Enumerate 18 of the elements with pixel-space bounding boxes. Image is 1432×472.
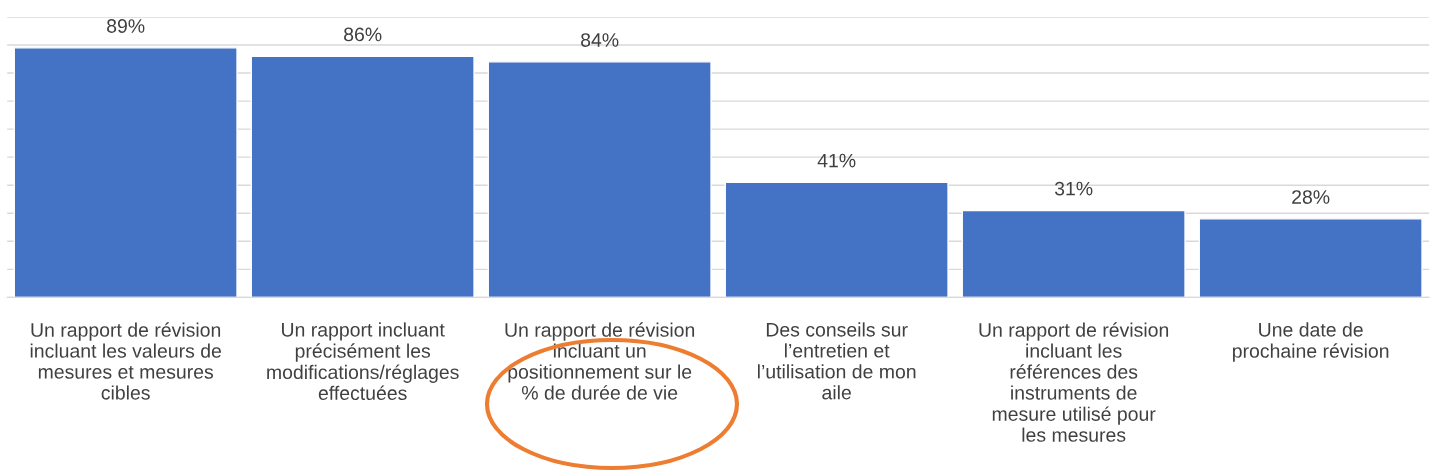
data-label: 41% — [817, 153, 856, 168]
data-label: 89% — [107, 19, 145, 33]
data-label: 28% — [1292, 190, 1330, 204]
x-tick-label: Des conseils sur l’entretien et l’utilisation de mon aile — [757, 322, 916, 400]
data-label: 86% — [344, 27, 382, 42]
bar — [13, 47, 238, 298]
bar — [961, 209, 1186, 298]
data-label: 31% — [1054, 181, 1093, 196]
bar — [250, 55, 475, 298]
x-tick-label: Un rapport de révision incluant un positionnement sur le % de durée de vie — [505, 322, 695, 400]
bar — [724, 181, 949, 298]
data-label: 84% — [581, 33, 619, 47]
x-tick-label: Un rapport de révision incluant les valeurs de mesures et mesures cibles — [30, 322, 221, 400]
bar — [1198, 218, 1423, 298]
x-tick-label: Un rapport incluant précisément les modifications/réglages effectuées — [267, 322, 459, 401]
x-tick-label: Une date de prochaine révision — [1233, 322, 1389, 362]
bar — [487, 61, 712, 298]
x-tick-label: Un rapport de révision incluant les références des instruments de mesure utilisé pour les mesures — [979, 322, 1169, 442]
